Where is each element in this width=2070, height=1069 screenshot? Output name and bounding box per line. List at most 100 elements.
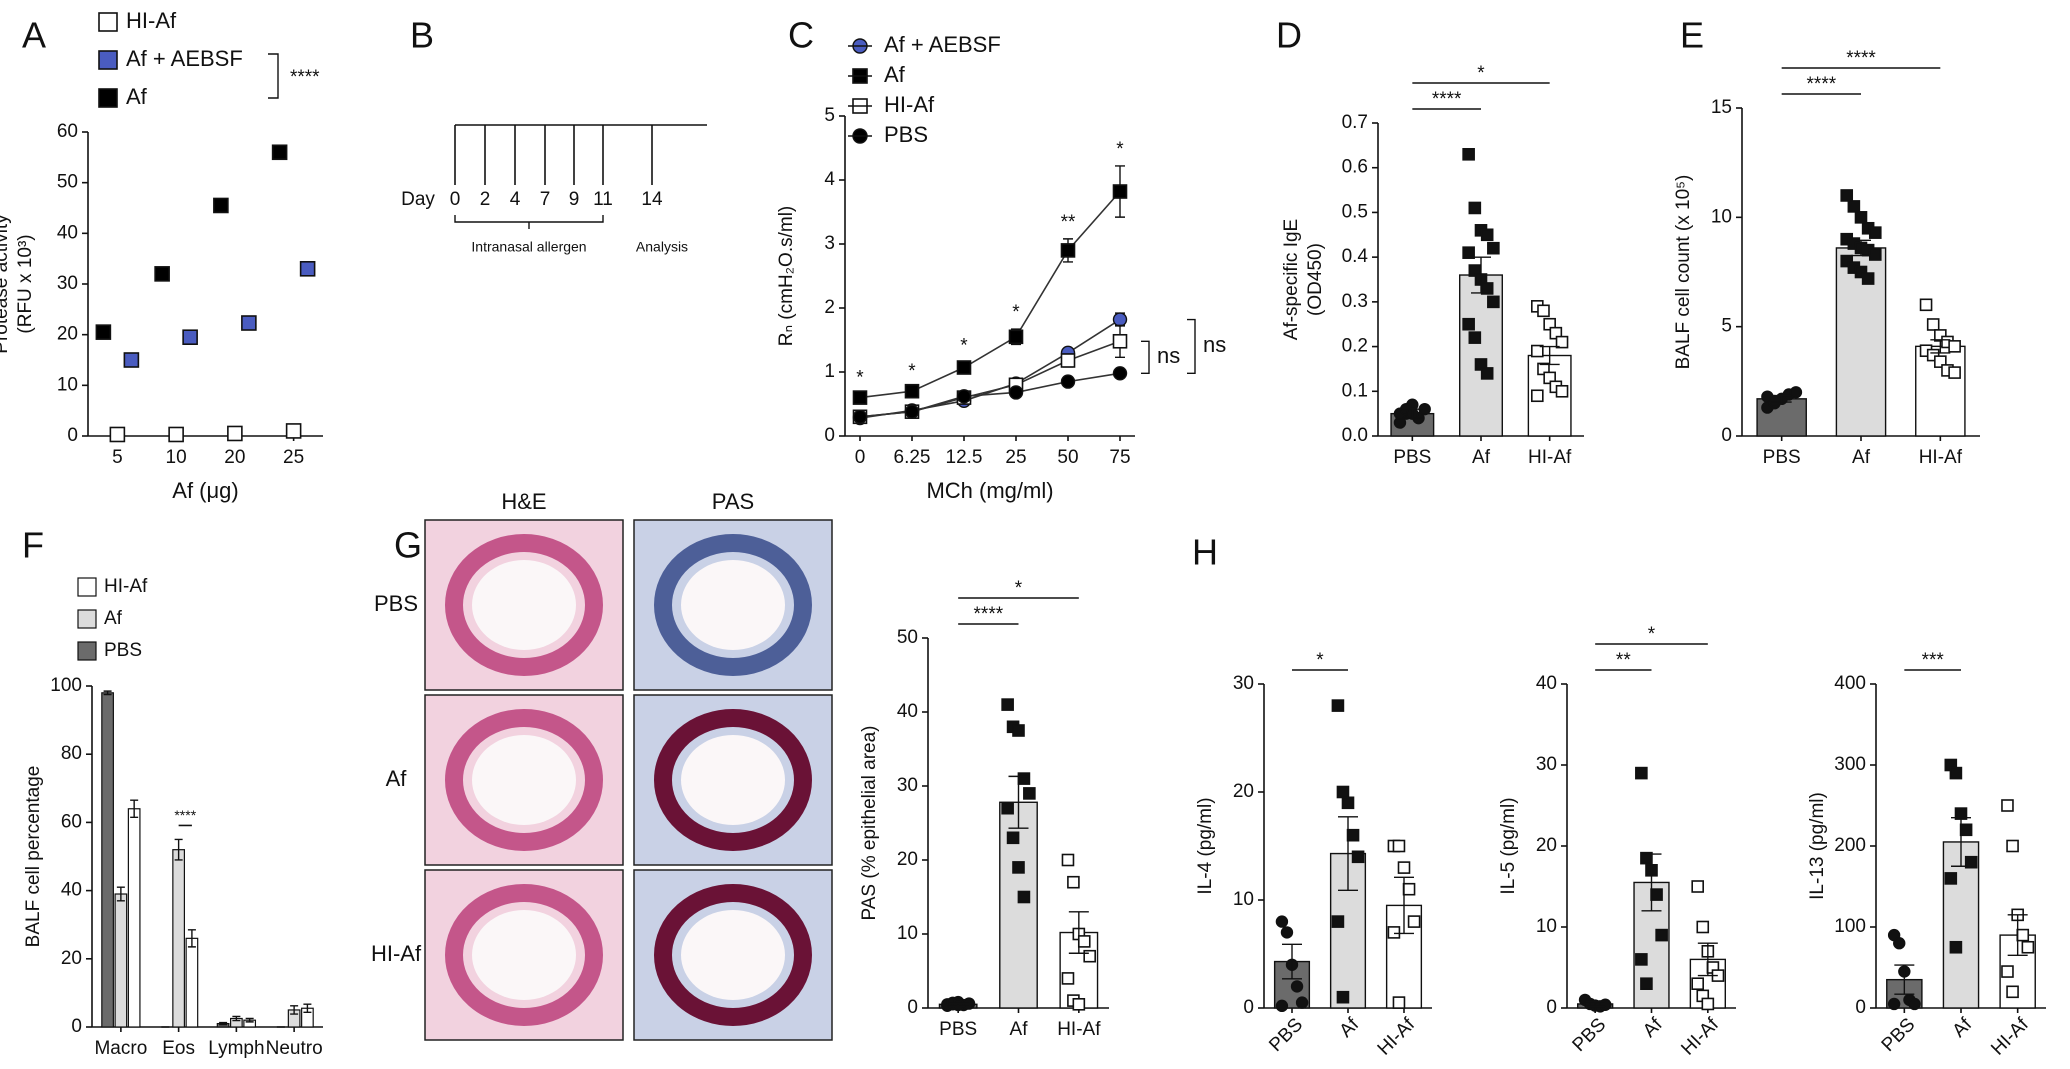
panel-label: F: [22, 525, 44, 566]
x-tick-label: 5: [112, 447, 123, 468]
y-tick-label: 5: [1721, 316, 1732, 337]
y-tick-label: 50: [897, 627, 918, 648]
significance-label: ****: [174, 807, 196, 823]
y-axis-label: BALF cell count (x 10⁵): [1673, 175, 1694, 370]
data-point: [1060, 243, 1076, 258]
data-point: [1948, 340, 1961, 353]
significance-label: ***: [1922, 650, 1945, 671]
data-point: [852, 409, 868, 424]
y-tick-label: 30: [897, 775, 918, 796]
legend-swatch: [77, 609, 97, 629]
y-tick-label: 50: [57, 172, 78, 193]
data-point: [1060, 374, 1076, 389]
point-label: *: [856, 367, 864, 388]
data-point: [1468, 331, 1482, 344]
legend-bracket: [268, 53, 279, 99]
significance-label: *: [1316, 650, 1324, 671]
x-tick-label: Lymph: [208, 1038, 264, 1059]
data-point: [109, 426, 126, 443]
data-point: [1462, 148, 1475, 161]
significance-label: *: [1648, 624, 1656, 645]
day: 0: [450, 189, 461, 210]
y-tick-label: 10: [897, 923, 918, 944]
significance-label: ****: [974, 604, 1004, 625]
panel-label: B: [410, 15, 434, 56]
airway-lumen: [472, 560, 576, 650]
bar: [127, 808, 141, 1028]
bar: [185, 937, 199, 1028]
data-point: [1861, 272, 1875, 285]
y-tick-label: 30: [57, 273, 78, 294]
data-point: [1964, 855, 1978, 869]
data-point: [1893, 937, 1906, 950]
data-point: [1487, 295, 1500, 309]
data-point: [154, 266, 170, 282]
data-point: [227, 425, 243, 442]
data-point: [1017, 772, 1031, 785]
data-point: [1023, 787, 1036, 800]
x-tick-label: HI-Af: [1528, 447, 1572, 468]
data-point: [1112, 333, 1128, 349]
panel-label: G: [394, 525, 422, 566]
panel-label: H: [1192, 532, 1218, 573]
data-point: [1487, 241, 1500, 255]
data-point: [1006, 831, 1020, 845]
data-point: [1346, 828, 1360, 842]
day: 4: [510, 189, 521, 210]
data-point: [1001, 801, 1014, 815]
y-tick-label: 15: [1711, 97, 1732, 118]
x-tick-label: Af: [1949, 1014, 1977, 1042]
data-point: [2006, 985, 2019, 999]
error-bar: [948, 1002, 969, 1007]
data-point: [1555, 335, 1569, 349]
day: 9: [569, 189, 580, 210]
y-tick-label: 200: [1834, 835, 1866, 856]
data-point: [1112, 184, 1128, 199]
x-tick-label: Af: [1010, 1019, 1029, 1040]
y-tick-label: 1: [824, 361, 835, 382]
data-point: [1008, 385, 1024, 400]
significance-label: *: [1015, 578, 1023, 599]
panel-label: C: [788, 15, 814, 56]
y-axis-label: BALF cell percentage: [23, 766, 44, 948]
error-bar: [1585, 1000, 1606, 1008]
x-tick-label: 25: [1005, 447, 1026, 468]
legend-label: PBS: [104, 640, 142, 661]
data-point: [1854, 211, 1868, 224]
y-axis-label: (RFU x 10³): [15, 234, 36, 333]
data-point: [1537, 304, 1550, 318]
data-point: [1295, 996, 1309, 1009]
x-tick-label: PBS: [1393, 447, 1431, 468]
significance-label: ****: [290, 67, 320, 88]
significance-label: **: [1616, 650, 1631, 671]
y-tick-label: 300: [1834, 754, 1866, 775]
data-point: [1402, 882, 1416, 896]
x-tick-label: 50: [1057, 447, 1078, 468]
data-point: [1696, 920, 1710, 934]
error-bar: [1282, 943, 1302, 980]
y-axis-label: IL-4 (pg/ml): [1195, 797, 1216, 894]
bar: [172, 849, 186, 1028]
data-point: [1959, 823, 1973, 837]
legend-swatch: [77, 641, 97, 661]
legend-label: Af + AEBSF: [884, 32, 1001, 57]
data-point: [1275, 999, 1289, 1013]
point-label: *: [1012, 302, 1020, 323]
data-point: [1290, 980, 1304, 993]
data-point: [1635, 953, 1648, 966]
data-point: [1072, 997, 1086, 1011]
y-tick-label: 0: [67, 425, 78, 446]
data-point: [1555, 384, 1569, 398]
y-tick-label: 400: [1834, 673, 1866, 694]
data-point: [1768, 394, 1781, 408]
data-point: [1331, 915, 1345, 928]
error-bar: [1930, 339, 1951, 354]
significance-bracket: [1141, 340, 1150, 374]
data-point: [1531, 389, 1544, 403]
row-label: Af: [386, 766, 408, 791]
column-label: H&E: [501, 489, 546, 514]
y-tick-label: 0.4: [1342, 246, 1369, 267]
series-line: [859, 318, 1121, 419]
data-point: [904, 404, 920, 419]
